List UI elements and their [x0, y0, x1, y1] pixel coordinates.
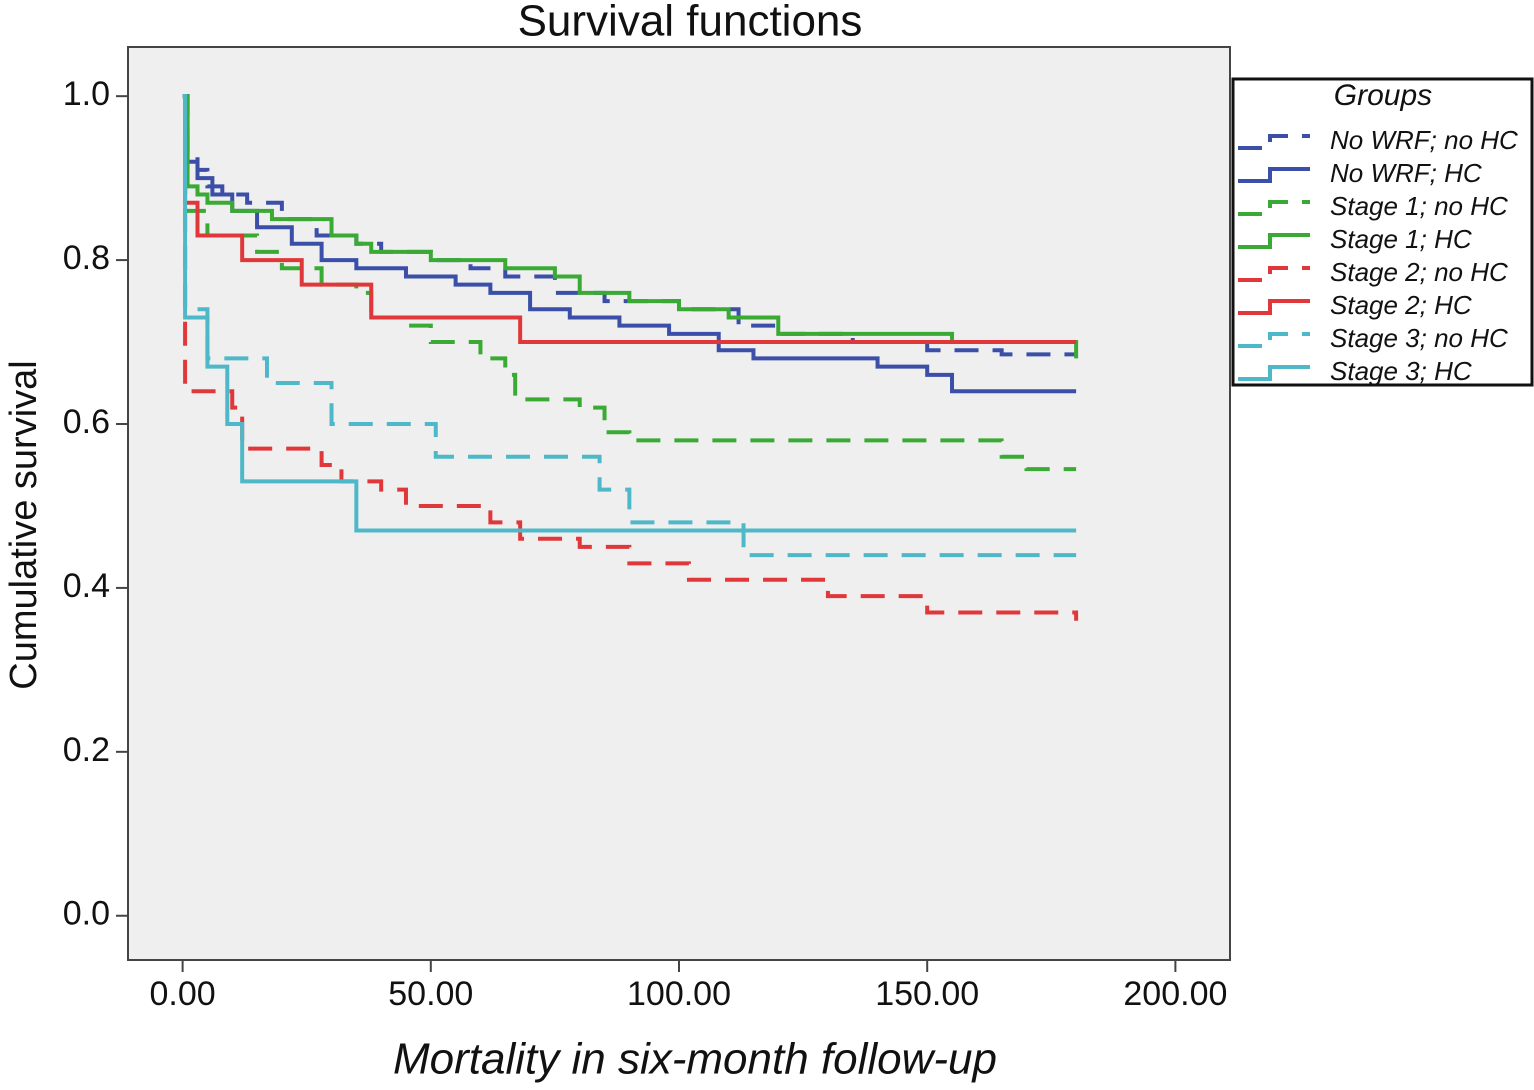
survival-line: [182, 94, 1079, 359]
legend-swatch: [1238, 200, 1310, 216]
legend-swatch: [1238, 365, 1310, 381]
chart-title: Survival functions: [518, 0, 863, 46]
y-tick-label: 0.2: [63, 731, 110, 769]
survival-line: [182, 94, 1077, 345]
legend-label: No WRF; no HC: [1330, 125, 1518, 155]
y-axis-label: Cumulative survival: [3, 360, 45, 689]
legend-label: Stage 2; no HC: [1330, 257, 1508, 287]
legend-label: Stage 1; HC: [1330, 224, 1472, 254]
legend-label: Stage 1; no HC: [1330, 191, 1508, 221]
y-tick-label: 1.0: [63, 75, 110, 113]
legend-swatch: [1238, 233, 1310, 249]
y-tick-label: 0.4: [63, 567, 110, 605]
survival-line: [182, 94, 1077, 472]
y-tick-label: 0.0: [63, 895, 110, 933]
legend-label: No WRF; HC: [1330, 158, 1482, 188]
y-tick-label: 0.6: [63, 403, 110, 441]
x-tick-label: 100.00: [627, 975, 731, 1013]
legend-title: Groups: [1334, 79, 1432, 112]
legend-label: Stage 3; HC: [1330, 356, 1472, 386]
legend-swatch: [1238, 266, 1310, 282]
survival-line: [182, 94, 1077, 394]
legend-swatch: [1238, 332, 1310, 348]
x-axis-label: Mortality in six-month follow-up: [393, 1035, 997, 1084]
survival-line: [182, 94, 1077, 533]
legend-swatch: [1238, 134, 1310, 150]
plot-area: [127, 46, 1231, 961]
legend-label: Stage 3; no HC: [1330, 323, 1508, 353]
x-tick-label: 150.00: [875, 975, 979, 1013]
legend-label: Stage 2; HC: [1330, 290, 1472, 320]
legend-swatch: [1238, 299, 1310, 315]
x-tick-label: 50.00: [388, 975, 473, 1013]
legend-swatch: [1238, 167, 1310, 183]
x-tick-label: 200.00: [1123, 975, 1227, 1013]
x-tick-label: 0.00: [150, 975, 216, 1013]
y-tick-label: 0.8: [63, 239, 110, 277]
survival-line: [182, 94, 1077, 558]
